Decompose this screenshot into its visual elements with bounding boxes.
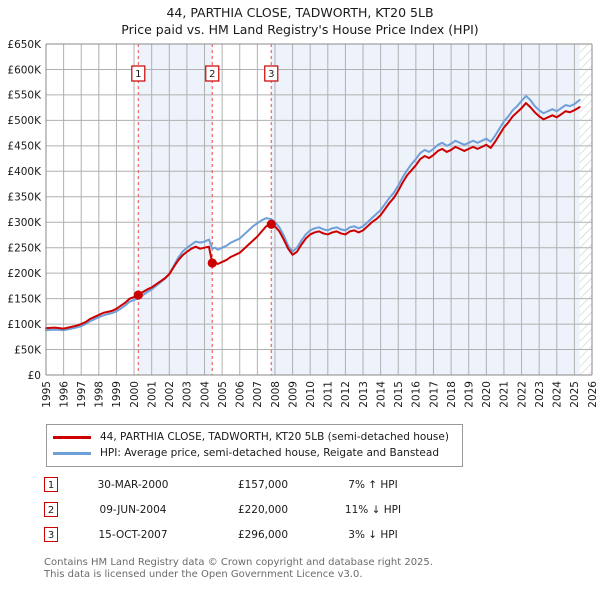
legend-label-hpi: HPI: Average price, semi-detached house,…	[100, 447, 439, 459]
svg-text:2008: 2008	[270, 381, 282, 408]
svg-text:£650K: £650K	[7, 39, 42, 51]
svg-text:2015: 2015	[393, 381, 405, 408]
svg-text:2011: 2011	[323, 381, 335, 408]
transaction-hpi-delta-1: 7% ↑ HPI	[348, 478, 398, 491]
svg-text:2003: 2003	[182, 381, 194, 408]
svg-text:2020: 2020	[481, 381, 493, 408]
transaction-badge-1: 1	[44, 477, 58, 492]
transaction-hpi-delta-2: 11% ↓ HPI	[344, 503, 402, 516]
chart-event-labels: 1 2 3	[131, 65, 279, 82]
svg-text:2007: 2007	[252, 381, 264, 408]
table-row: 3 15-OCT-2007 £296,000 3% ↓ HPI	[44, 522, 464, 547]
svg-text:1997: 1997	[76, 381, 88, 408]
transaction-hpi-delta-3: 3% ↓ HPI	[348, 528, 398, 541]
svg-text:2025: 2025	[569, 381, 581, 408]
svg-text:2005: 2005	[217, 381, 229, 408]
svg-text:2004: 2004	[199, 381, 211, 408]
svg-text:£150K: £150K	[7, 293, 42, 305]
legend-item-hpi: HPI: Average price, semi-detached house,…	[53, 445, 456, 461]
chart-x-axis-labels: 1995 1996 1997 1998 1999 2000 2001 2002 2003 2004…	[41, 381, 599, 408]
svg-text:2014: 2014	[375, 381, 387, 408]
chart-future-hatched-band	[579, 44, 592, 375]
chart-sale-markers	[133, 219, 276, 300]
svg-text:£350K: £350K	[7, 192, 42, 204]
chart-gridlines	[45, 43, 593, 376]
svg-text:1999: 1999	[111, 381, 123, 408]
transaction-date-2: 09-JUN-2004	[99, 503, 167, 516]
svg-text:2026: 2026	[587, 381, 599, 408]
chart-container: 1 2 3 £0 £50K £100K £150K £200K £250K £300K £350K…	[0, 38, 600, 418]
svg-text:2012: 2012	[340, 381, 352, 408]
chart-legend: 44, PARTHIA CLOSE, TADWORTH, KT20 5LB (s…	[46, 424, 463, 467]
svg-text:£0: £0	[28, 370, 41, 382]
transaction-date-1: 30-MAR-2000	[97, 478, 169, 491]
svg-text:£400K: £400K	[7, 166, 42, 178]
svg-text:2001: 2001	[146, 381, 158, 408]
svg-text:2010: 2010	[305, 381, 317, 408]
svg-text:2018: 2018	[446, 381, 458, 408]
transaction-date-3: 15-OCT-2007	[98, 528, 168, 541]
chart-event-lines	[137, 44, 272, 375]
svg-text:1998: 1998	[94, 381, 106, 408]
transaction-badge-2: 2	[44, 502, 58, 517]
legend-item-price-paid: 44, PARTHIA CLOSE, TADWORTH, KT20 5LB (s…	[53, 429, 456, 445]
svg-text:1: 1	[135, 69, 141, 80]
svg-text:2006: 2006	[235, 381, 247, 408]
chart-axis-frame	[45, 43, 593, 376]
svg-text:£500K: £500K	[7, 115, 42, 127]
svg-text:£250K: £250K	[7, 242, 42, 254]
svg-text:£300K: £300K	[7, 217, 42, 229]
legend-swatch-price-paid-icon	[53, 435, 91, 439]
table-row: 2 09-JUN-2004 £220,000 11% ↓ HPI	[44, 497, 464, 522]
svg-text:2019: 2019	[464, 381, 476, 408]
price-hpi-line-chart: 1 2 3 £0 £50K £100K £150K £200K £250K £300K £350K…	[7, 39, 599, 408]
page-title-subtitle: Price paid vs. HM Land Registry's House …	[121, 22, 479, 37]
svg-text:£600K: £600K	[7, 64, 42, 76]
footer-attribution: Contains HM Land Registry data © Crown c…	[44, 557, 564, 581]
svg-text:2009: 2009	[287, 381, 299, 408]
footer-line-copyright: Contains HM Land Registry data © Crown c…	[44, 557, 433, 568]
transactions-table: 1 30-MAR-2000 £157,000 7% ↑ HPI 2 09-JUN…	[44, 472, 464, 547]
svg-text:2013: 2013	[358, 381, 370, 408]
svg-text:2002: 2002	[164, 381, 176, 408]
svg-text:1995: 1995	[41, 381, 53, 408]
svg-text:2017: 2017	[428, 381, 440, 408]
svg-text:2: 2	[209, 69, 215, 80]
svg-text:£550K: £550K	[7, 90, 42, 102]
legend-swatch-hpi-icon	[53, 451, 91, 455]
page-title: 44, PARTHIA CLOSE, TADWORTH, KT20 5LB Pr…	[0, 4, 600, 38]
page-title-address: 44, PARTHIA CLOSE, TADWORTH, KT20 5LB	[166, 5, 434, 20]
svg-text:1996: 1996	[58, 381, 70, 408]
transaction-price-2: £220,000	[237, 503, 289, 516]
transaction-price-1: £157,000	[237, 478, 289, 491]
svg-text:£50K: £50K	[14, 344, 42, 356]
chart-y-axis-labels: £0 £50K £100K £150K £200K £250K £300K £350K £400…	[7, 39, 42, 382]
svg-text:£200K: £200K	[7, 268, 42, 280]
transaction-badge-3: 3	[44, 527, 58, 542]
transaction-price-3: £296,000	[237, 528, 289, 541]
svg-text:£450K: £450K	[7, 141, 42, 153]
svg-text:2000: 2000	[129, 381, 141, 408]
footer-line-licence: This data is licensed under the Open Gov…	[44, 569, 363, 580]
legend-label-price-paid: 44, PARTHIA CLOSE, TADWORTH, KT20 5LB (s…	[100, 431, 449, 443]
svg-text:2016: 2016	[411, 381, 423, 408]
svg-text:2022: 2022	[516, 381, 528, 408]
table-row: 1 30-MAR-2000 £157,000 7% ↑ HPI	[44, 472, 464, 497]
svg-text:£100K: £100K	[7, 319, 42, 331]
svg-text:2021: 2021	[499, 381, 511, 408]
svg-text:2023: 2023	[534, 381, 546, 408]
svg-text:3: 3	[268, 69, 274, 80]
svg-text:2024: 2024	[552, 381, 564, 408]
